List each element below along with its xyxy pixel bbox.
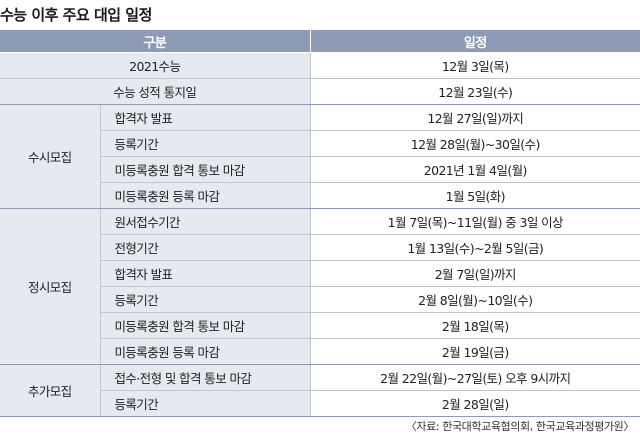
header-schedule: 일정 (310, 30, 640, 53)
table-row: 등록기간 2월 28일(일) (0, 390, 640, 417)
group-label-chuga: 추가모집 (0, 364, 101, 417)
row-schedule: 2월 19일(금) (310, 338, 640, 365)
row-schedule: 2월 22일(월)~27일(토) 오후 9시까지 (310, 364, 640, 391)
row-label: 등록기간 (100, 390, 311, 417)
row-label: 미등록충원 합격 통보 마감 (100, 312, 311, 339)
schedule-table: 구분 일정 2021수능 12월 3일(목) 수능 성적 통지일 12월 23일… (0, 30, 640, 417)
row-schedule: 12월 3일(목) (310, 52, 640, 79)
source-note: 〈자료: 한국대학교육협의회, 한국교육과정평가원〉 (405, 420, 635, 433)
row-label: 합격자 발표 (100, 104, 311, 131)
page-title: 수능 이후 주요 대입 일정 (0, 6, 152, 24)
row-schedule: 1월 13일(수)~2월 5일(금) (310, 234, 640, 261)
table-row: 2021수능 12월 3일(목) (0, 52, 640, 79)
row-schedule: 2월 18일(목) (310, 312, 640, 339)
table-row: 수능 성적 통지일 12월 23일(수) (0, 78, 640, 105)
group-label-jeongsi: 정시모집 (0, 208, 101, 365)
table-row: 미등록충원 등록 마감 1월 5일(화) (0, 182, 640, 209)
row-schedule: 12월 28일(월)~30일(수) (310, 130, 640, 157)
header-category: 구분 (0, 30, 311, 53)
row-label: 미등록충원 등록 마감 (100, 338, 311, 365)
row-label: 2021수능 (0, 52, 311, 79)
row-schedule: 1월 5일(화) (310, 182, 640, 209)
row-schedule: 2월 28일(일) (310, 390, 640, 417)
group-label-susi: 수시모집 (0, 104, 101, 209)
table-row: 등록기간 2월 8일(월)~10일(수) (0, 286, 640, 313)
row-schedule: 12월 27일(일)까지 (310, 104, 640, 131)
row-label: 미등록충원 등록 마감 (100, 182, 311, 209)
row-schedule: 2021년 1월 4일(월) (310, 156, 640, 183)
table-row: 추가모집 접수·전형 및 합격 통보 마감 2월 22일(월)~27일(토) 오… (0, 364, 640, 417)
table-row: 합격자 발표 2월 7일(일)까지 (0, 260, 640, 287)
row-label: 전형기간 (100, 234, 311, 261)
row-label: 접수·전형 및 합격 통보 마감 (100, 364, 311, 391)
table-row: 미등록충원 등록 마감 2월 19일(금) (0, 338, 640, 365)
table-row: 수시모집 합격자 발표 12월 27일(일)까지 (0, 104, 640, 209)
row-schedule: 1월 7일(목)~11일(월) 중 3일 이상 (310, 208, 640, 235)
row-label: 등록기간 (100, 286, 311, 313)
row-schedule: 2월 8일(월)~10일(수) (310, 286, 640, 313)
row-label: 원서접수기간 (100, 208, 311, 235)
row-label: 수능 성적 통지일 (0, 78, 311, 105)
table-row: 미등록충원 합격 통보 마감 2021년 1월 4일(월) (0, 156, 640, 183)
row-label: 미등록충원 합격 통보 마감 (100, 156, 311, 183)
table-row: 미등록충원 합격 통보 마감 2월 18일(목) (0, 312, 640, 339)
row-schedule: 12월 23일(수) (310, 78, 640, 105)
table-row: 전형기간 1월 13일(수)~2월 5일(금) (0, 234, 640, 261)
row-label: 등록기간 (100, 130, 311, 157)
table-header-row: 구분 일정 (0, 30, 640, 53)
table-row: 정시모집 원서접수기간 1월 7일(목)~11일(월) 중 3일 이상 (0, 208, 640, 365)
row-label: 합격자 발표 (100, 260, 311, 287)
table-row: 등록기간 12월 28일(월)~30일(수) (0, 130, 640, 157)
row-schedule: 2월 7일(일)까지 (310, 260, 640, 287)
